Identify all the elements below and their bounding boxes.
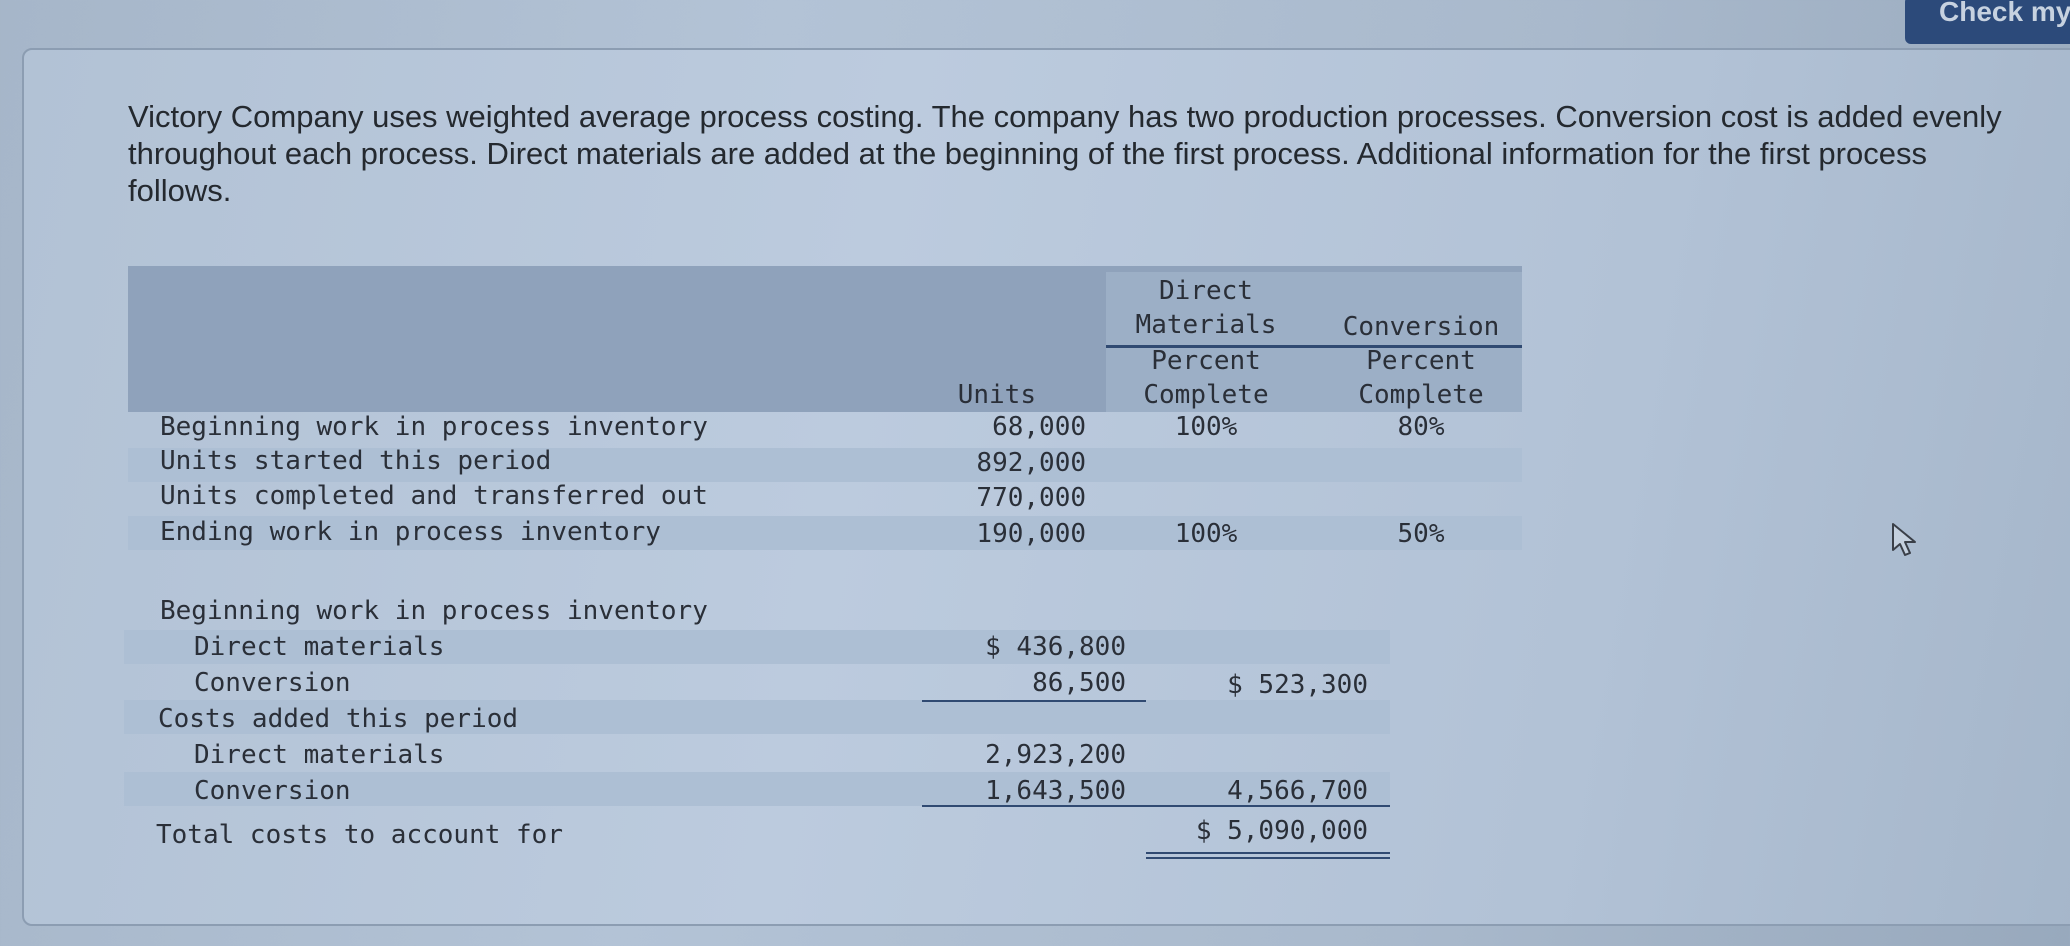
cost-row-label: Conversion <box>194 776 351 806</box>
cost-col1: 1,643,500 <box>985 776 1126 806</box>
cost-row-label: Costs added this period <box>158 704 519 734</box>
cost-col1: 86,500 <box>1032 668 1126 698</box>
row-units: 770,000 <box>976 483 1086 513</box>
row-label: Units started this period <box>160 446 552 476</box>
problem-intro: Victory Company uses weighted average pr… <box>128 99 2002 208</box>
total-double-underline <box>1146 852 1390 854</box>
row-dm-pct: 100% <box>1174 412 1238 442</box>
cost-row-label: Direct materials <box>194 632 445 662</box>
row-units: 68,000 <box>992 412 1086 442</box>
cost-row-label: Beginning work in process inventory <box>160 596 708 626</box>
cost-col1: 2,923,200 <box>985 740 1126 770</box>
header-conversion: Conversion <box>1342 312 1500 342</box>
check-my-work-button[interactable]: Check my <box>1905 0 2070 44</box>
row-dm-pct: 100% <box>1174 519 1238 549</box>
row-band <box>128 516 1522 550</box>
cost-col1: $ 436,800 <box>985 632 1126 662</box>
header-conv-percent: Percent <box>1366 346 1476 376</box>
row-units: 892,000 <box>976 448 1086 478</box>
row-band <box>124 700 1390 734</box>
row-units: 190,000 <box>976 519 1086 549</box>
header-dm-line1: Direct <box>1159 276 1253 306</box>
subtotal-underline <box>922 805 1390 807</box>
header-divider <box>1106 345 1522 348</box>
row-label: Beginning work in process inventory <box>160 412 708 442</box>
header-dm-percent: Percent <box>1151 346 1261 376</box>
row-conv-pct: 50% <box>1397 519 1445 549</box>
cost-row-label: Direct materials <box>194 740 445 770</box>
header-units: Units <box>957 380 1036 410</box>
subtotal-underline <box>922 700 1146 702</box>
cost-col2: $ 523,300 <box>1227 670 1368 700</box>
cost-total: $ 5,090,000 <box>1195 816 1368 846</box>
total-double-underline <box>1146 857 1390 859</box>
cost-row-label: Conversion <box>194 668 351 698</box>
header-dm-complete: Complete <box>1143 380 1269 410</box>
row-band <box>124 630 1390 664</box>
mouse-pointer-icon <box>1892 523 1916 556</box>
header-conv-complete: Complete <box>1358 380 1484 410</box>
row-band <box>128 448 1522 482</box>
row-label: Ending work in process inventory <box>160 517 661 547</box>
row-conv-pct: 80% <box>1397 412 1445 442</box>
header-dm-line2: Materials <box>1135 310 1277 340</box>
row-band <box>124 772 1390 806</box>
table-header-band-right <box>1106 272 1522 412</box>
cost-col2: 4,566,700 <box>1227 776 1368 806</box>
cost-row-label: Total costs to account for <box>156 820 563 850</box>
row-label: Units completed and transferred out <box>160 481 708 511</box>
